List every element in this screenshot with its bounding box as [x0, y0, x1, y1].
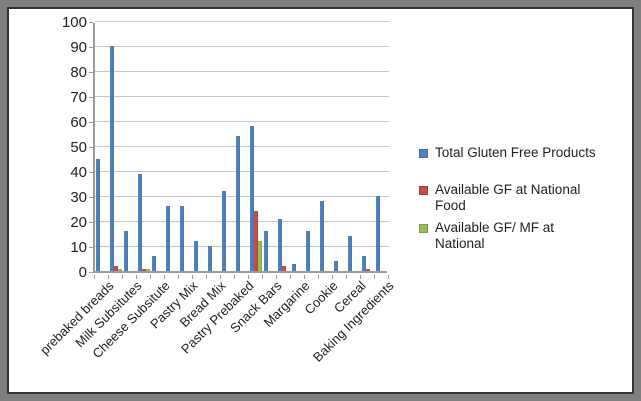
y-tick-label-30: 30	[70, 189, 87, 206]
bar-series0-cat13	[264, 231, 268, 271]
y-tick-label-50: 50	[70, 139, 87, 156]
bar-series0-cat10	[222, 191, 226, 271]
legend-swatch-red-icon	[419, 186, 428, 195]
bar-series0-cat1	[96, 158, 100, 271]
bar-series0-cat17	[320, 201, 324, 271]
x-tick-12	[262, 275, 263, 279]
bar-series0-cat18	[334, 261, 338, 271]
bar-series0-cat21	[376, 196, 380, 271]
y-tick-80	[89, 72, 93, 73]
legend-swatch-green-icon	[419, 224, 428, 233]
x-tick-13	[276, 275, 277, 279]
x-tick-20	[374, 275, 375, 279]
legend-swatch-blue-icon	[419, 149, 428, 158]
x-tick-18	[346, 275, 347, 279]
x-tick-9	[220, 275, 221, 279]
x-tick-10	[234, 275, 235, 279]
bar-series0-cat16	[306, 231, 310, 271]
legend-label: Total Gluten Free Products	[435, 145, 596, 160]
y-tick-40	[89, 172, 93, 173]
x-tick-6	[178, 275, 179, 279]
chart-canvas: 0 10 20 30 40 50 60 70 80 90 100 prebaked breads Mi…	[7, 7, 634, 394]
gridline-80	[95, 71, 389, 72]
y-tick-label-70: 70	[70, 89, 87, 106]
plot-area	[93, 21, 389, 273]
bar-series0-cat11	[236, 136, 240, 271]
gridline-10	[95, 246, 389, 247]
legend-label: Available GF/ MF at	[435, 220, 555, 235]
bar-series1-cat4	[142, 268, 146, 271]
bar-series0-cat12	[250, 126, 254, 271]
y-tick-label-100: 100	[61, 14, 87, 31]
gridline-100	[95, 21, 389, 22]
y-tick-70	[89, 97, 93, 98]
legend-label: Food	[435, 198, 466, 213]
bar-series0-cat20	[362, 256, 366, 271]
legend-item-available-gf-mf: Available GF/ MF at National	[419, 220, 629, 252]
bar-series0-cat8	[194, 241, 198, 271]
y-tick-label-40: 40	[70, 164, 87, 181]
y-tick-label-60: 60	[70, 114, 87, 131]
x-tick-2	[122, 275, 123, 279]
bar-series1-cat14	[282, 266, 286, 271]
bar-series0-cat2	[110, 46, 114, 271]
bar-series0-cat9	[208, 246, 212, 271]
y-tick-label-10: 10	[70, 239, 87, 256]
y-tick-50	[89, 147, 93, 148]
y-tick-100	[89, 22, 93, 23]
bar-series2-cat12	[258, 241, 262, 271]
y-tick-label-80: 80	[70, 64, 87, 81]
y-tick-60	[89, 122, 93, 123]
y-tick-label-90: 90	[70, 39, 87, 56]
gridline-60	[95, 121, 389, 122]
bar-series1-cat2	[114, 266, 118, 271]
y-tick-0	[89, 272, 93, 273]
bar-series0-cat5	[152, 256, 156, 271]
x-tick-0	[94, 275, 95, 279]
legend-item-total-gluten-free: Total Gluten Free Products	[419, 145, 629, 161]
bar-series0-cat15	[292, 263, 296, 271]
y-tick-label-0: 0	[78, 264, 87, 281]
bar-series0-cat6	[166, 206, 170, 271]
x-tick-7	[192, 275, 193, 279]
gridline-70	[95, 96, 389, 97]
x-tick-15	[304, 275, 305, 279]
x-tick-5	[164, 275, 165, 279]
y-tick-10	[89, 247, 93, 248]
x-tick-19	[360, 275, 361, 279]
legend-label: Available GF at National	[435, 182, 581, 197]
gridline-30	[95, 196, 389, 197]
x-tick-11	[248, 275, 249, 279]
bar-series2-cat4	[146, 268, 150, 271]
bar-series0-cat19	[348, 236, 352, 271]
legend-label: National	[435, 236, 485, 251]
gridline-20	[95, 221, 389, 222]
bar-series0-cat3	[124, 231, 128, 271]
bar-series1-cat20	[366, 268, 370, 271]
x-tick-4	[150, 275, 151, 279]
gridline-50	[95, 146, 389, 147]
x-tick-21	[388, 275, 389, 279]
x-tick-8	[206, 275, 207, 279]
gridline-40	[95, 171, 389, 172]
bar-series0-cat4	[138, 173, 142, 271]
x-tick-3	[136, 275, 137, 279]
legend: Total Gluten Free Products Available GF …	[419, 145, 629, 252]
gridline-90	[95, 46, 389, 47]
y-tick-label-20: 20	[70, 214, 87, 231]
y-tick-30	[89, 197, 93, 198]
bar-series0-cat14	[278, 218, 282, 271]
x-tick-14	[290, 275, 291, 279]
legend-item-available-gf: Available GF at National Food	[419, 182, 629, 214]
y-tick-20	[89, 222, 93, 223]
x-tick-17	[332, 275, 333, 279]
bar-series1-cat12	[254, 211, 258, 271]
x-tick-16	[318, 275, 319, 279]
x-tick-1	[108, 275, 109, 279]
y-tick-90	[89, 47, 93, 48]
bar-series0-cat7	[180, 206, 184, 271]
bar-series2-cat2	[118, 268, 122, 271]
